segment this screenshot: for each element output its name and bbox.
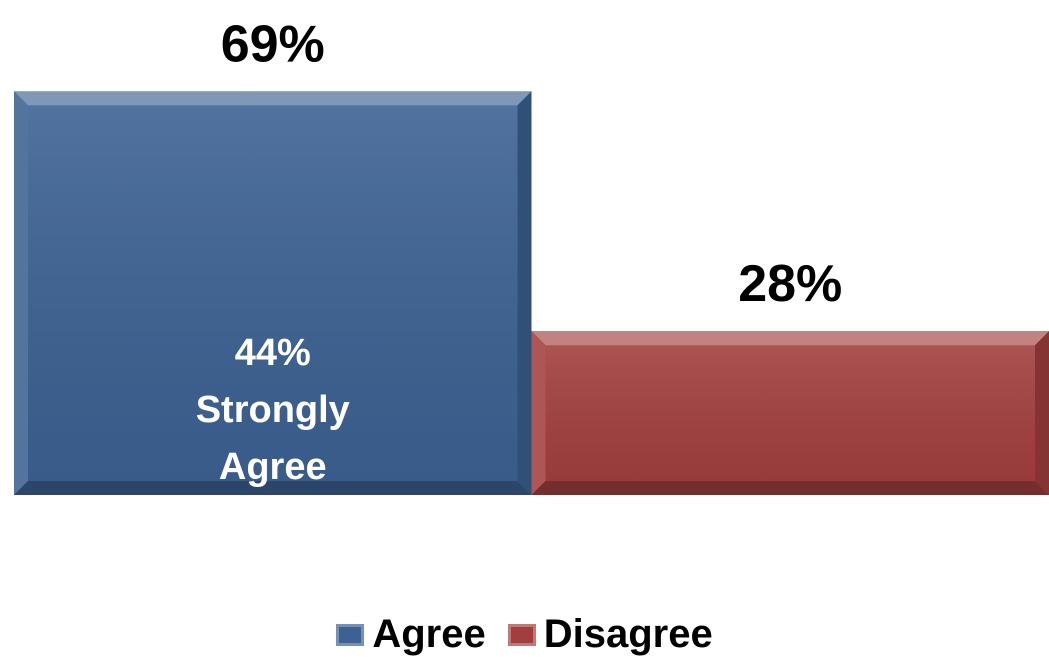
legend-swatch-agree (336, 624, 364, 646)
inner-label-percent: 44% (235, 332, 311, 374)
value-label-agree: 69% (221, 15, 325, 73)
legend-item-disagree: Disagree (508, 612, 713, 657)
bars-layer (14, 91, 1049, 495)
legend-swatch-disagree (508, 624, 536, 646)
value-label-disagree: 28% (738, 255, 842, 313)
bar-disagree (532, 331, 1049, 495)
inner-label-agree: Agree (219, 446, 327, 488)
bar-chart: 69% 28% 44% Strongly Agree (0, 0, 1049, 600)
legend-label-disagree: Disagree (544, 612, 713, 657)
inner-label-strongly: Strongly (196, 389, 350, 431)
legend-item-agree: Agree (336, 612, 485, 657)
legend: Agree Disagree (0, 612, 1049, 657)
legend-label-agree: Agree (372, 612, 485, 657)
bar-agree (14, 91, 532, 495)
